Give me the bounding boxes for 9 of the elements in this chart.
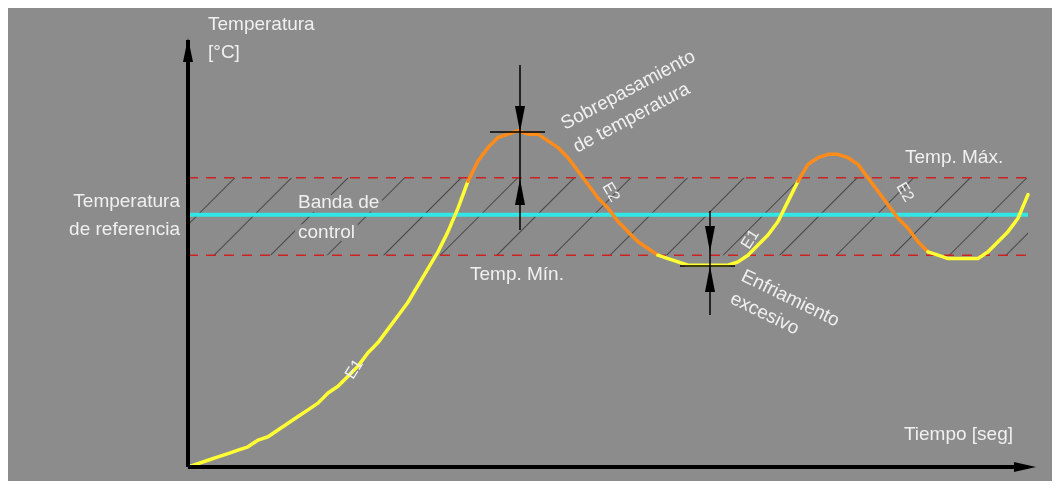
annotation: E2	[599, 179, 624, 205]
x-axis-title: Tiempo [seg]	[903, 423, 1013, 444]
ref-line-label: Temp. Mín.	[470, 263, 564, 285]
ref-line-label: Temperatura de referencia	[69, 189, 181, 239]
annotation: E1	[737, 225, 762, 252]
annotation: E2	[893, 179, 918, 205]
ref-line-label: Temp. Máx.	[905, 145, 1004, 167]
annotation: E1	[341, 355, 366, 382]
y-axis-title: Temperatura [°C]	[208, 13, 316, 62]
